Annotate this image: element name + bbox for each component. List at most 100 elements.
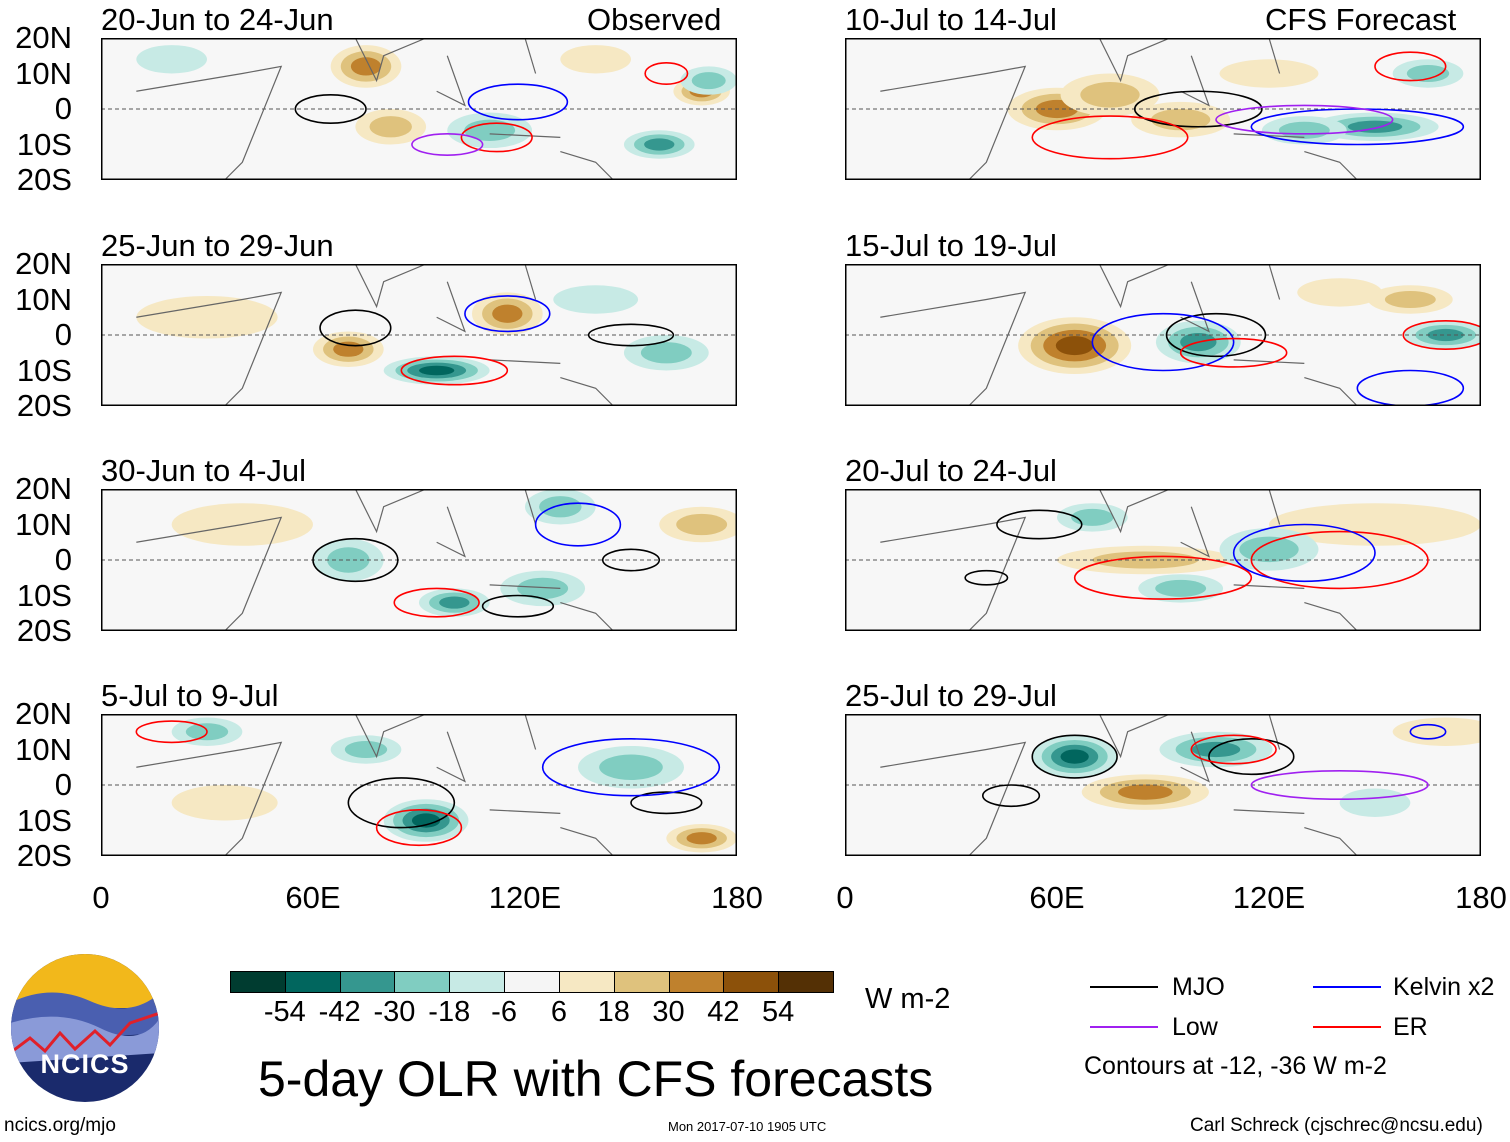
- colorbar-swatch: [778, 971, 834, 993]
- lon-label: 60E: [1029, 880, 1085, 915]
- colorbar-swatch: [558, 971, 615, 993]
- olr-map-panel: [101, 714, 737, 856]
- contour-er: [393, 587, 480, 618]
- olr-anomaly-region: [1118, 784, 1173, 800]
- olr-anomaly-region: [1155, 579, 1207, 597]
- legend-line-kelvin: [1313, 986, 1381, 988]
- colorbar-swatch: [723, 971, 780, 993]
- olr-anomaly-region: [1278, 121, 1330, 139]
- contour-mjo: [319, 309, 392, 347]
- lat-label: 10S: [16, 802, 72, 838]
- olr-anomaly-region: [1269, 503, 1481, 546]
- lon-label: 180: [711, 880, 763, 915]
- contour-kelvin: [1409, 723, 1447, 740]
- olr-anomaly-region: [1219, 59, 1319, 88]
- contour-er: [135, 720, 208, 744]
- olr-anomaly-region: [553, 285, 639, 314]
- olr-anomaly-region: [171, 785, 278, 821]
- lat-label: 20S: [16, 838, 72, 873]
- panel-title: 10-Jul to 14-Jul: [845, 2, 1057, 37]
- olr-anomaly-region: [369, 116, 412, 138]
- contour-mjo: [1165, 312, 1267, 358]
- olr-anomaly-region: [517, 577, 569, 600]
- lat-label: 20S: [16, 388, 72, 423]
- lat-label: 20N: [15, 471, 72, 506]
- olr-anomaly-region: [640, 342, 692, 364]
- panel-title: 20-Jul to 24-Jul: [845, 453, 1057, 488]
- contour-kelvin: [467, 83, 569, 121]
- olr-map-panel: [845, 489, 1481, 631]
- colorbar-tick-label: -18: [428, 996, 471, 1028]
- lat-label: 20S: [16, 613, 72, 648]
- lat-label: 10N: [15, 281, 72, 317]
- olr-anomaly-region: [136, 295, 278, 339]
- contour-kelvin: [541, 738, 721, 797]
- contour-er: [1250, 530, 1429, 590]
- lat-label: 0: [54, 767, 72, 802]
- contour-mjo: [312, 537, 399, 583]
- contour-er: [1190, 734, 1277, 765]
- coastline: [136, 489, 614, 631]
- olr-map-panel: [101, 38, 737, 180]
- lon-label: 0: [92, 880, 110, 915]
- url-text: ncics.org/mjo: [4, 1115, 116, 1136]
- olr-map-panel: [101, 489, 737, 631]
- contour-low: [1215, 104, 1394, 135]
- lat-label: 10S: [16, 577, 72, 613]
- olr-map-panel: [101, 264, 737, 406]
- olr-anomaly-region: [599, 754, 663, 781]
- olr-anomaly-region: [644, 138, 675, 151]
- olr-anomaly-region: [1392, 717, 1481, 746]
- lon-label: 120E: [488, 880, 562, 915]
- olr-anomaly-region: [686, 832, 717, 845]
- logo-text: NCICS: [40, 1049, 130, 1079]
- coastline: [880, 38, 1358, 180]
- legend-label-low: Low: [1172, 1013, 1218, 1041]
- lat-label: 10N: [15, 731, 72, 767]
- legend-label-mjo: MJO: [1172, 973, 1225, 1001]
- legend-line-er: [1313, 1026, 1381, 1028]
- olr-anomaly-region: [344, 740, 388, 759]
- legend-line-mjo: [1090, 986, 1158, 988]
- panel-title: 25-Jun to 29-Jun: [101, 228, 334, 263]
- olr-anomaly-region: [1060, 749, 1089, 764]
- contour-kelvin: [1091, 312, 1235, 372]
- colorbar-units: W m-2: [865, 983, 951, 1015]
- olr-anomaly-region: [1092, 551, 1199, 569]
- olr-anomaly-region: [691, 72, 726, 90]
- figure-title: 5-day OLR with CFS forecasts: [258, 1051, 934, 1107]
- colorbar-tick-label: 42: [707, 996, 740, 1028]
- panel-title: 20-Jun to 24-Jun: [101, 2, 334, 37]
- contour-low: [1250, 769, 1429, 800]
- lat-label: 10N: [15, 55, 72, 91]
- olr-map-panel: [845, 264, 1481, 406]
- contour-mjo: [1208, 738, 1295, 776]
- contour-er: [1073, 555, 1253, 600]
- lon-label: 180: [1455, 880, 1507, 915]
- contour-mjo: [1031, 734, 1118, 779]
- legend-line-low: [1090, 1026, 1158, 1028]
- panel-title: 5-Jul to 9-Jul: [101, 678, 279, 713]
- olr-anomaly-region: [411, 813, 441, 828]
- olr-anomaly-region: [1297, 278, 1383, 307]
- coastline: [136, 714, 614, 856]
- contour-mjo: [982, 784, 1041, 808]
- lat-label: 10S: [16, 352, 72, 388]
- colorbar-swatch: [284, 971, 341, 993]
- lat-label: 10N: [15, 506, 72, 542]
- colorbar-tick-label: 54: [762, 996, 795, 1028]
- timestamp: Mon 2017-07-10 1905 UTC: [668, 1119, 827, 1134]
- contour-mjo: [630, 791, 703, 815]
- contour-mjo: [347, 777, 456, 829]
- lon-label: 60E: [285, 880, 341, 915]
- forecast-label: CFS Forecast: [1265, 2, 1457, 37]
- contour-mjo: [587, 323, 675, 347]
- contour-mjo: [1133, 90, 1263, 128]
- olr-anomaly-region: [560, 45, 631, 74]
- coastline: [880, 264, 1358, 406]
- observed-label: Observed: [587, 2, 722, 37]
- contour-note: Contours at -12, -36 W m-2: [1084, 1052, 1387, 1080]
- ncics-logo: NCICS: [10, 953, 160, 1103]
- olr-anomaly-region: [1427, 328, 1464, 342]
- olr-anomaly-region: [1384, 290, 1436, 309]
